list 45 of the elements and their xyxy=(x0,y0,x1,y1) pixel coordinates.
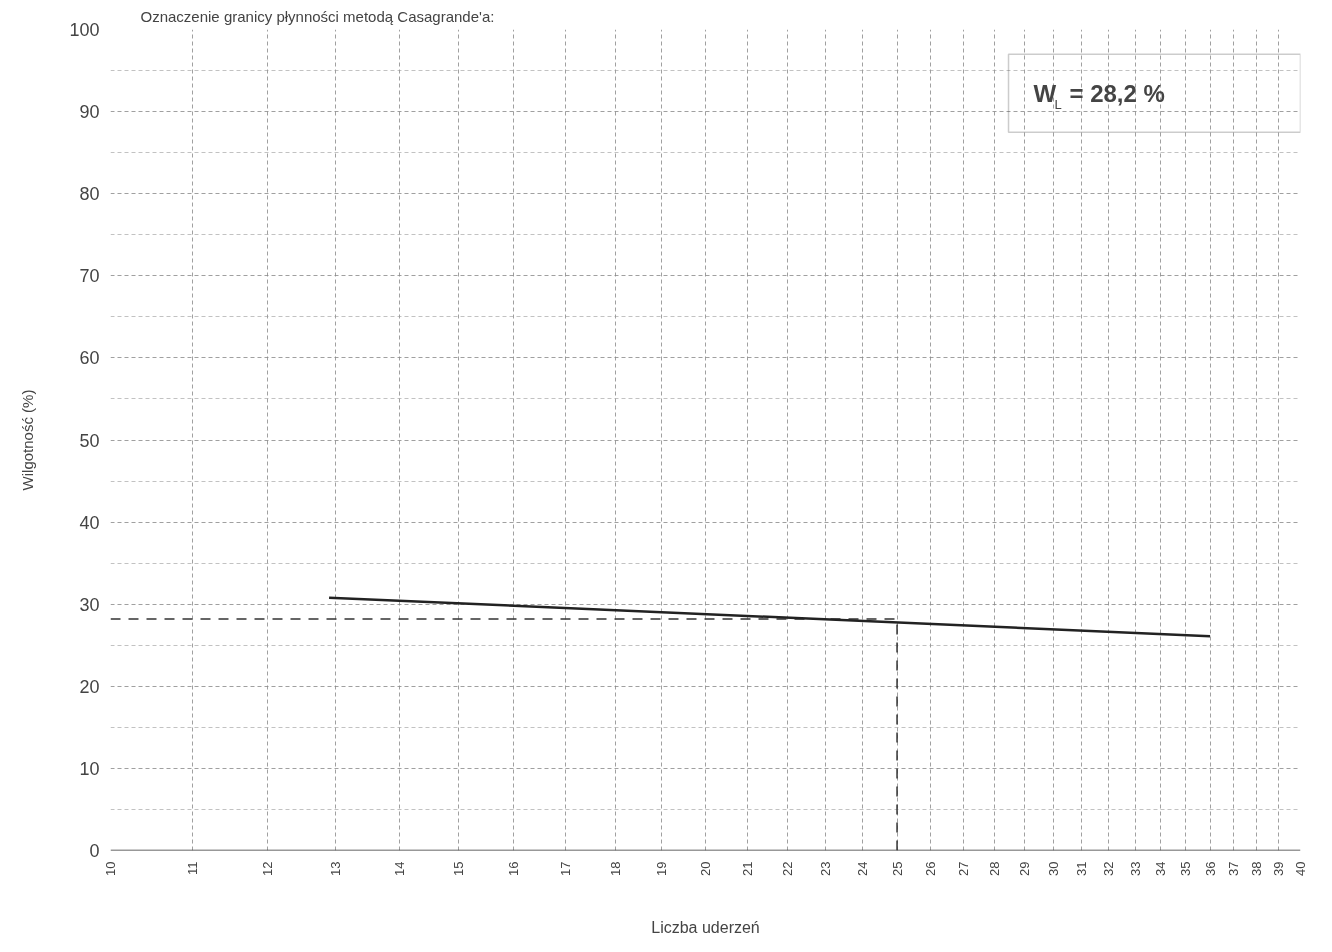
y-tick-label: 70 xyxy=(79,266,100,287)
x-tick-label: 37 xyxy=(1226,861,1242,876)
x-tick-label: 31 xyxy=(1074,861,1090,876)
x-tick-label: 11 xyxy=(184,861,200,875)
x-tick-label: 32 xyxy=(1101,861,1117,876)
y-tick-label: 100 xyxy=(69,20,100,40)
x-tick-label: 27 xyxy=(955,861,971,876)
y-tick-label: 30 xyxy=(79,594,100,615)
x-tick-label: 28 xyxy=(986,861,1002,876)
x-tick-label: 39 xyxy=(1271,861,1287,876)
x-tick-label: 18 xyxy=(607,861,623,876)
x-tick-label: 21 xyxy=(739,861,755,876)
x-tick-label: 26 xyxy=(923,861,939,876)
x-axis-title: Liczba uderzeń xyxy=(651,918,760,936)
x-tick-label: 14 xyxy=(391,861,407,876)
x-tick-label: 15 xyxy=(451,861,467,876)
x-tick-label: 35 xyxy=(1178,861,1194,876)
x-tick-label: 34 xyxy=(1153,861,1169,876)
x-tick-label: 19 xyxy=(653,861,669,876)
x-tick-label: 12 xyxy=(259,861,275,876)
y-tick-label: 0 xyxy=(89,841,100,861)
x-tick-label: 30 xyxy=(1046,861,1062,876)
y-tick-label: 90 xyxy=(79,102,100,123)
x-tick-label: 36 xyxy=(1202,861,1218,876)
y-tick-label: 10 xyxy=(79,758,100,779)
x-tick-label: 23 xyxy=(817,861,833,876)
y-tick-label: 60 xyxy=(79,348,100,369)
x-tick-label: 40 xyxy=(1293,861,1308,876)
chart-title: Oznaczenie granicy płynności metodą Casagrande'a: xyxy=(140,7,495,25)
x-tick-label: 33 xyxy=(1127,861,1143,876)
x-tick-label: 29 xyxy=(1016,861,1032,876)
x-tick-label: 22 xyxy=(779,861,795,876)
x-tick-label: 20 xyxy=(698,861,713,876)
y-tick-label: 40 xyxy=(79,512,100,533)
x-tick-label: 16 xyxy=(506,861,522,876)
x-tick-label: 10 xyxy=(103,861,118,876)
y-tick-label: 80 xyxy=(79,184,100,205)
x-tick-label: 24 xyxy=(854,861,870,876)
x-tick-label: 38 xyxy=(1248,861,1264,876)
y-tick-label: 20 xyxy=(79,676,100,697)
x-tick-label: 13 xyxy=(328,861,344,876)
x-tick-label: 25 xyxy=(889,861,905,876)
y-tick-label: 50 xyxy=(79,430,100,451)
y-axis-title: Wilgotność (%) xyxy=(19,389,37,491)
x-tick-label: 17 xyxy=(558,861,574,876)
